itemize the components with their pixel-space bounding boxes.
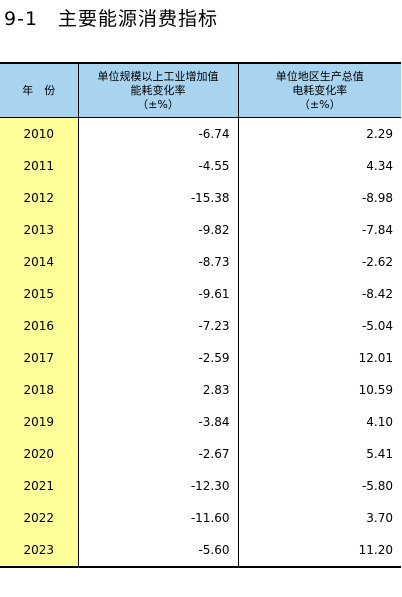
table-row: 2016 -7.23 -5.04 bbox=[0, 310, 401, 342]
column-header: 单位地区生产总值 电耗变化率 （±%） bbox=[237, 62, 401, 118]
value-cell: 11.20 bbox=[237, 534, 401, 568]
value-cell: -2.59 bbox=[77, 342, 238, 374]
value-cell: 2.29 bbox=[237, 117, 401, 150]
value-cell: -9.61 bbox=[77, 278, 238, 310]
column-header: 年 份 bbox=[0, 62, 78, 118]
table-row: 2019 -3.84 4.10 bbox=[0, 406, 401, 438]
table-row: 2015 -9.61 -8.42 bbox=[0, 278, 401, 310]
year-cell: 2010 bbox=[0, 117, 78, 150]
value-cell: -7.84 bbox=[237, 214, 401, 246]
year-cell: 2015 bbox=[0, 278, 78, 310]
table-row: 2022 -11.60 3.70 bbox=[0, 502, 401, 534]
value-cell: -2.62 bbox=[237, 246, 401, 278]
table-row: 2023 -5.60 11.20 bbox=[0, 534, 401, 568]
value-cell: -6.74 bbox=[77, 117, 238, 150]
year-cell: 2013 bbox=[0, 214, 78, 246]
value-cell: -2.67 bbox=[77, 438, 238, 470]
table-body: 2010 -6.74 2.29 2011 -4.55 4.34 2012 -15.38 -8.9… bbox=[0, 117, 401, 568]
header-row: 年 份单位规模以上工业增加值 能耗变化率 （±%） 单位地区生产总值 电耗变化率 （±%） bbox=[0, 62, 401, 118]
value-cell: -5.80 bbox=[237, 470, 401, 502]
value-cell: -7.23 bbox=[77, 310, 238, 342]
header-line: 电耗变化率 bbox=[292, 83, 348, 97]
table-row: 2010 -6.74 2.29 bbox=[0, 117, 401, 150]
column-header: 单位规模以上工业增加值 能耗变化率 （±%） bbox=[77, 62, 238, 118]
value-cell: 2.83 bbox=[77, 374, 238, 406]
value-cell: -9.82 bbox=[77, 214, 238, 246]
value-cell: -8.98 bbox=[237, 182, 401, 214]
data-table: 年 份单位规模以上工业增加值 能耗变化率 （±%） 单位地区生产总值 电耗变化率 （±%）… bbox=[0, 62, 401, 568]
value-cell: -8.73 bbox=[77, 246, 238, 278]
value-cell: 4.10 bbox=[237, 406, 401, 438]
year-cell: 2020 bbox=[0, 438, 78, 470]
value-cell: -15.38 bbox=[77, 182, 238, 214]
year-cell: 2014 bbox=[0, 246, 78, 278]
year-cell: 2018 bbox=[0, 374, 78, 406]
table-row: 2018 2.83 10.59 bbox=[0, 374, 401, 406]
value-cell: -8.42 bbox=[237, 278, 401, 310]
header-line: （±%） bbox=[137, 97, 179, 111]
value-cell: -5.60 bbox=[77, 534, 238, 568]
table-row: 2021 -12.30 -5.80 bbox=[0, 470, 401, 502]
value-cell: -5.04 bbox=[237, 310, 401, 342]
table-row: 2012 -15.38 -8.98 bbox=[0, 182, 401, 214]
table-row: 2011 -4.55 4.34 bbox=[0, 150, 401, 182]
year-cell: 2011 bbox=[0, 150, 78, 182]
value-cell: 10.59 bbox=[237, 374, 401, 406]
table-row: 2014 -8.73 -2.62 bbox=[0, 246, 401, 278]
value-cell: 4.34 bbox=[237, 150, 401, 182]
value-cell: -11.60 bbox=[77, 502, 238, 534]
value-cell: -4.55 bbox=[77, 150, 238, 182]
header-line: 单位规模以上工业增加值 bbox=[97, 69, 219, 83]
year-cell: 2022 bbox=[0, 502, 78, 534]
year-cell: 2012 bbox=[0, 182, 78, 214]
table-row: 2017 -2.59 12.01 bbox=[0, 342, 401, 374]
table-row: 2020 -2.67 5.41 bbox=[0, 438, 401, 470]
title: 9-1 主要能源消费指标 bbox=[4, 8, 219, 30]
year-cell: 2019 bbox=[0, 406, 78, 438]
header-line: 能耗变化率 bbox=[130, 83, 186, 97]
year-cell: 2016 bbox=[0, 310, 78, 342]
header-line: （±%） bbox=[298, 97, 341, 111]
header-line: 年 份 bbox=[22, 83, 56, 97]
value-cell: -12.30 bbox=[77, 470, 238, 502]
table-row: 2013 -9.82 -7.84 bbox=[0, 214, 401, 246]
value-cell: 12.01 bbox=[237, 342, 401, 374]
year-cell: 2021 bbox=[0, 470, 78, 502]
year-cell: 2017 bbox=[0, 342, 78, 374]
value-cell: 5.41 bbox=[237, 438, 401, 470]
value-cell: -3.84 bbox=[77, 406, 238, 438]
value-cell: 3.70 bbox=[237, 502, 401, 534]
year-cell: 2023 bbox=[0, 534, 78, 568]
header-line: 单位地区生产总值 bbox=[275, 69, 364, 83]
